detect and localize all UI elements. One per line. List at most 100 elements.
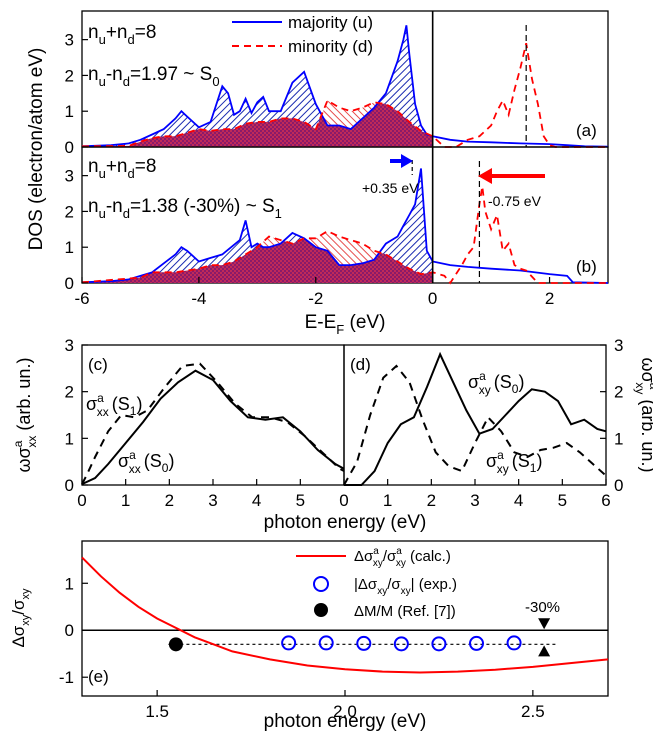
a-note-diff: nu-nd=1.97 ~ S0	[88, 64, 220, 89]
d-note-s1: σa xy (S1)	[486, 448, 542, 476]
b-x-tick-label: 2	[545, 289, 554, 308]
b-y-tick-label: 3	[65, 167, 74, 186]
d-note-s0: σa xy (S0)	[468, 369, 524, 397]
c-x-tick-label: 5	[296, 491, 305, 510]
panel-d-xticks: 0 1 2 3 4 5 6	[339, 479, 611, 510]
panel-e-yticks: -1 0 1	[59, 574, 88, 687]
e-exp-point	[318, 635, 334, 651]
c-series-s0	[81, 369, 345, 486]
e-exp-point	[393, 636, 409, 652]
panel-c: 0 1 2 3 0 1 2 3 4 5 (c) σa xx (S1) σa xx (S0)	[65, 336, 345, 510]
legend-ref-label: ΔM/M (Ref. [7])	[354, 603, 456, 620]
b-y-tick-label: 0	[65, 274, 74, 293]
b-x-axis-label: E-EF (eV)	[305, 312, 386, 337]
c-y-axis-label: ωσaxx (arb. un.)	[11, 358, 39, 473]
b-x-tick-label: -2	[308, 289, 323, 308]
legend-exp-marker	[313, 576, 329, 592]
b-note-sum: nu+nd=8	[88, 156, 156, 181]
b-x-tick-label: 0	[428, 289, 437, 308]
c-note-s0: σa xx (S0)	[118, 448, 174, 476]
e-exp-point	[431, 636, 447, 652]
c-y-tick-label: 1	[65, 429, 74, 448]
e-note-percent: -30%	[525, 599, 560, 616]
d-x-tick-label: 0	[339, 491, 348, 510]
panel-e-plot	[81, 556, 609, 674]
e-exp-point	[469, 635, 484, 651]
b-y-tick-label: 2	[65, 202, 74, 221]
d-y-axis-label: ωσaxy (arb. un.)	[633, 358, 653, 473]
b-overlap-fill	[82, 238, 433, 283]
panel-b: 0 1 2 3 -6 -4 -2 0 2 nu+nd=8 nu-nd=1.38 (-30%) …	[65, 146, 609, 337]
d-y-tick-label: 2	[614, 383, 623, 402]
panel-b-plot	[81, 147, 609, 285]
panel-c-label: (c)	[88, 355, 108, 374]
e-y-axis-label: Δσxy/σxy	[9, 588, 32, 648]
a-minority-line	[81, 42, 608, 148]
e-exp-point	[281, 635, 297, 651]
c-x-tick-label: 2	[165, 491, 174, 510]
e-ref-point	[168, 637, 183, 652]
panel-c-xticks: 0 1 2 3 4 5	[77, 479, 305, 510]
c-note-s1: σa xx (S1)	[86, 391, 142, 419]
e-y-tick-label: -1	[59, 668, 74, 687]
legend-ref-marker	[314, 603, 328, 617]
b-minority-line	[81, 186, 608, 285]
panel-a: 0 1 2 3 nu+nd=8 nu-nd=1.97 ~ S0 majority (u…	[65, 10, 609, 157]
a-y-tick-label: 2	[65, 66, 74, 85]
e-exp-point	[356, 635, 372, 651]
c-series-s1	[81, 362, 345, 485]
e-calc-line	[81, 556, 609, 674]
d-x-tick-label: 2	[427, 491, 436, 510]
panel-e-label: (e)	[88, 667, 109, 686]
a-y-tick-label: 1	[65, 102, 74, 121]
c-y-tick-label: 3	[65, 336, 74, 355]
panel-b-yticks: 0 1 2 3	[65, 167, 88, 293]
c-x-tick-label: 4	[252, 491, 261, 510]
e-x-tick-label: 1.5	[145, 702, 169, 721]
b-majority-line	[81, 168, 609, 284]
panel-c-yticks: 0 1 2 3	[65, 336, 88, 495]
c-y-tick-label: 2	[65, 383, 74, 402]
panel-d-plot	[343, 351, 607, 486]
panel-a-yticks: 0 1 2 3	[65, 31, 88, 157]
d-y-tick-label: 1	[614, 429, 623, 448]
shift-label-plus: +0.35 eV	[362, 180, 419, 196]
a-note-sum: nu+nd=8	[88, 22, 156, 47]
c-x-tick-label: 3	[208, 491, 217, 510]
d-x-tick-label: 3	[470, 491, 479, 510]
a-legend: majority (u) minority (d)	[232, 13, 373, 56]
e-x-tick-label: 2.0	[333, 702, 357, 721]
panel-a-label: (a)	[576, 121, 597, 140]
a-y-tick-label: 0	[65, 138, 74, 157]
legend-exp-label: |Δσxy/σxy| (exp.)	[354, 576, 457, 597]
d-y-tick-label: 3	[614, 336, 623, 355]
e-y-tick-label: 1	[65, 574, 74, 593]
d-x-tick-label: 5	[558, 491, 567, 510]
b-y-tick-label: 1	[65, 238, 74, 257]
panel-a-plot	[81, 11, 609, 148]
e-x-tick-label: 2.5	[521, 702, 545, 721]
e-arrow-up	[538, 645, 551, 657]
panel-b-label: (b)	[576, 257, 597, 276]
cd-x-axis-label: photon energy (eV)	[264, 512, 427, 533]
d-x-tick-label: 4	[514, 491, 523, 510]
dos-y-axis-label: DOS (electron/atom eV)	[26, 48, 47, 251]
a-y-tick-label: 3	[65, 31, 74, 50]
d-x-tick-label: 6	[601, 491, 610, 510]
legend-minority-label: minority (d)	[288, 37, 373, 56]
legend-calc-label: Δσa xy/σa xy (calc.)	[354, 546, 451, 569]
e-legend: Δσa xy/σa xy (calc.) |Δσxy/σxy| (exp.) ΔM/…	[296, 546, 457, 620]
b-note-diff: nu-nd=1.38 (-30%) ~ S1	[88, 196, 282, 221]
panel-e-xticks: 1.5 2.0 2.5	[145, 690, 545, 721]
shift-arrow-blue	[390, 154, 413, 168]
panel-b-xticks: -6 -4 -2 0 2	[74, 277, 554, 308]
shift-arrow-red	[478, 168, 545, 184]
e-arrow-down	[538, 618, 551, 630]
c-x-tick-label: 1	[121, 491, 130, 510]
d-x-tick-label: 1	[383, 491, 392, 510]
legend-majority-label: majority (u)	[288, 13, 373, 32]
c-y-tick-label: 0	[65, 476, 74, 495]
panel-d-label: (d)	[350, 355, 371, 374]
panel-c-plot	[81, 362, 345, 486]
